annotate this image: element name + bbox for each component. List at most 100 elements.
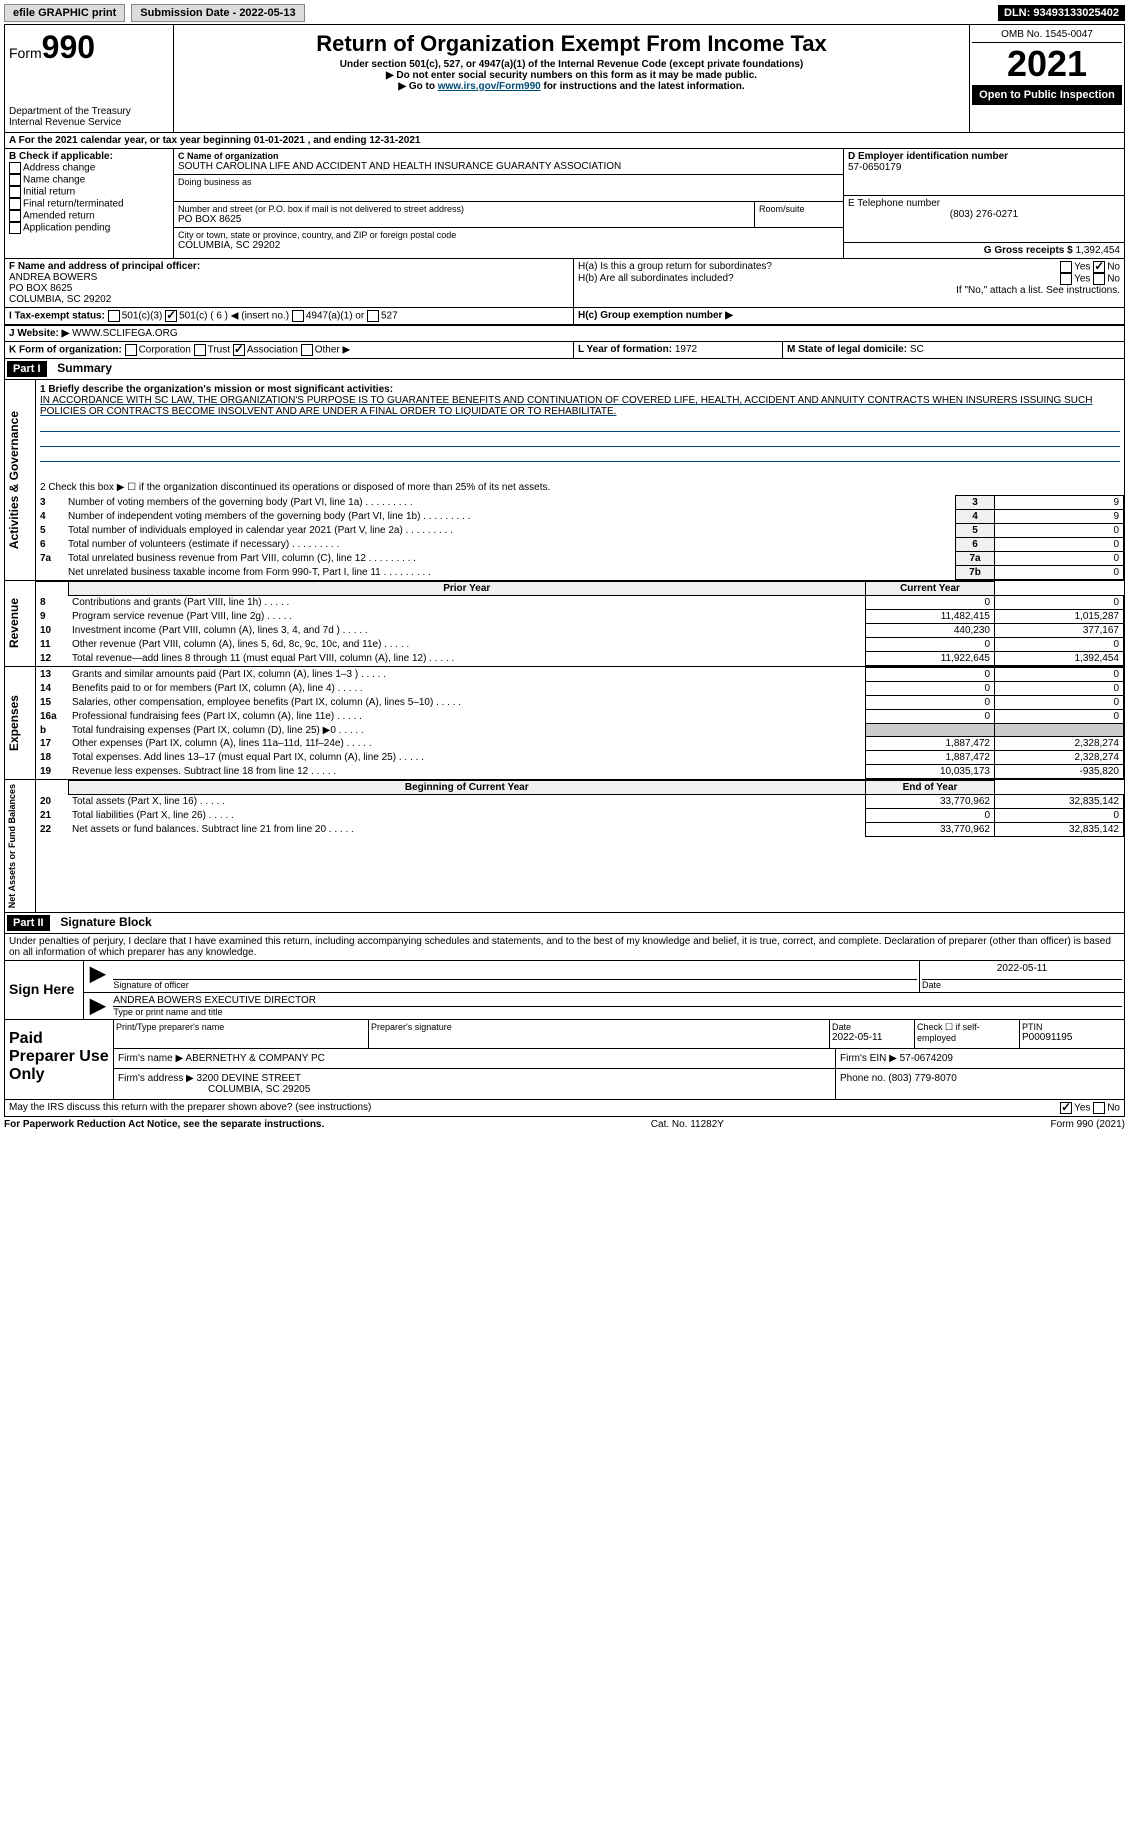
officer-row: F Name and address of principal officer:… [4,259,1125,308]
p-date: 2022-05-11 [832,1032,912,1043]
footer-left: For Paperwork Reduction Act Notice, see … [4,1119,324,1130]
cb-name-change[interactable] [9,174,21,186]
irs-link[interactable]: www.irs.gov/Form990 [438,81,541,92]
city-label: City or town, state or province, country… [178,230,839,240]
cb-pending[interactable] [9,222,21,234]
part2-title: Signature Block [60,915,151,929]
rev-label: Revenue [5,594,23,652]
cb-irs-yes[interactable] [1060,1102,1072,1114]
i-opt1: 501(c)(3) [122,311,163,322]
ptin-label: PTIN [1022,1022,1122,1032]
prior-year-header: Prior Year [68,582,866,596]
governance-section: Activities & Governance 1 Briefly descri… [4,380,1125,581]
table-row: Net unrelated business taxable income fr… [36,566,1124,580]
rev-table: Prior YearCurrent Year 8Contributions an… [36,581,1124,666]
tax-year: 2021 [972,43,1122,85]
hb-label: H(b) Are all subordinates included? [578,273,734,285]
hc-label: H(c) Group exemption number ▶ [578,310,733,321]
opt-name: Name change [23,175,85,186]
org-city: COLUMBIA, SC 29202 [178,240,839,251]
cb-irs-no[interactable] [1093,1102,1105,1114]
i-opt4: 527 [381,311,398,322]
ha-label: H(a) Is this a group return for subordin… [578,261,772,273]
cb-assoc[interactable] [233,344,245,356]
c-label: C Name of organization [178,151,839,161]
table-row: 12Total revenue—add lines 8 through 11 (… [36,652,1124,666]
cb-501c3[interactable] [108,310,120,322]
dept-label: Department of the Treasury [9,106,169,117]
i-opt2: 501(c) ( 6 ) ◀ (insert no.) [179,311,289,322]
declaration-text: Under penalties of perjury, I declare th… [4,934,1125,961]
k-other: Other ▶ [315,345,350,356]
year-formation: 1972 [675,344,697,355]
cb-final[interactable] [9,198,21,210]
gross-receipts: 1,392,454 [1076,245,1121,256]
hb-note: If "No," attach a list. See instructions… [578,285,1120,296]
k-trust: Trust [208,345,230,356]
cb-amended[interactable] [9,210,21,222]
cb-trust[interactable] [194,344,206,356]
cb-501c[interactable] [165,310,177,322]
firm-phone: (803) 779-8070 [888,1073,956,1084]
addr-label: Number and street (or P.O. box if mail i… [178,204,750,214]
g-label: G Gross receipts $ [984,245,1073,256]
exp-table: 13Grants and similar amounts paid (Part … [36,667,1124,779]
k-label: K Form of organization: [9,345,122,356]
table-row: 8Contributions and grants (Part VIII, li… [36,596,1124,610]
cb-ha-no[interactable] [1093,261,1105,273]
cb-hb-yes[interactable] [1060,273,1072,285]
opt-pending: Application pending [23,223,110,234]
table-row: 7aTotal unrelated business revenue from … [36,552,1124,566]
table-row: 5Total number of individuals employed in… [36,524,1124,538]
cb-hb-no[interactable] [1093,273,1105,285]
net-label: Net Assets or Fund Balances [5,780,19,912]
cb-corp[interactable] [125,344,137,356]
note2-pre: ▶ Go to [398,81,437,92]
mission-text: IN ACCORDANCE WITH SC LAW, THE ORGANIZAT… [40,395,1120,417]
efile-button[interactable]: efile GRAPHIC print [4,4,125,22]
cb-other[interactable] [301,344,313,356]
form-note1: ▶ Do not enter social security numbers o… [178,70,965,81]
table-row: 3Number of voting members of the governi… [36,496,1124,510]
omb-number: OMB No. 1545-0047 [972,27,1122,43]
p-date-label: Date [832,1022,912,1032]
irs-label: Internal Revenue Service [9,117,169,128]
opt-final: Final return/terminated [23,199,124,210]
m-label: M State of legal domicile: [787,344,907,355]
table-row: 14Benefits paid to or for members (Part … [36,682,1124,696]
cb-address-change[interactable] [9,162,21,174]
date-label: Date [922,980,1122,990]
d-label: D Employer identification number [848,151,1120,162]
table-row: 22Net assets or fund balances. Subtract … [36,823,1124,837]
table-row: bTotal fundraising expenses (Part IX, co… [36,724,1124,737]
org-address: PO BOX 8625 [178,214,750,225]
cb-4947[interactable] [292,310,304,322]
line2-text: 2 Check this box ▶ ☐ if the organization… [36,480,1124,495]
firm-ein-label: Firm's EIN ▶ [840,1053,897,1064]
cb-527[interactable] [367,310,379,322]
website-value: WWW.SCLIFEGA.ORG [72,328,178,339]
paid-preparer-section: Paid Preparer Use Only Print/Type prepar… [4,1020,1125,1100]
table-row: 19Revenue less expenses. Subtract line 1… [36,765,1124,779]
ptin-value: P00091195 [1022,1032,1122,1043]
cb-ha-yes[interactable] [1060,261,1072,273]
state-domicile: SC [910,344,924,355]
i-label: I Tax-exempt status: [9,311,105,322]
sig-officer-label: Signature of officer [113,980,917,990]
l-label: L Year of formation: [578,344,672,355]
ha-yes: Yes [1074,262,1090,273]
note2-post: for instructions and the latest informat… [541,81,745,92]
submission-button[interactable]: Submission Date - 2022-05-13 [131,4,304,22]
sig-date: 2022-05-11 [922,963,1122,980]
p-name-label: Print/Type preparer's name [116,1022,366,1032]
j-label: J Website: ▶ [9,328,69,339]
arrow-icon-2: ▶ [84,993,111,1019]
current-year-header: Current Year [866,582,995,596]
top-bar: efile GRAPHIC print Submission Date - 20… [4,4,1125,22]
k-assoc: Association [247,345,298,356]
cb-initial[interactable] [9,186,21,198]
officer-addr2: COLUMBIA, SC 29202 [9,294,569,305]
part1-header: Part I [7,361,47,377]
dln-label: DLN: 93493133025402 [998,5,1125,21]
i-opt3: 4947(a)(1) or [306,311,364,322]
